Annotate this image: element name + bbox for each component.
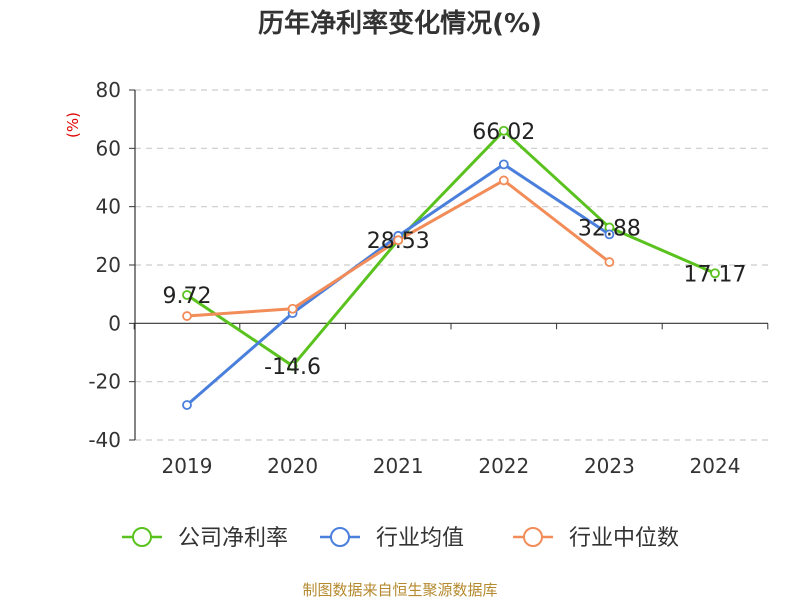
data-label: 17.17 [684, 262, 747, 287]
data-point [604, 257, 615, 267]
data-point [182, 290, 192, 300]
source-note: 制图数据来自恒生聚源数据库 [302, 581, 497, 599]
legend: 公司净利率 行业均值 行业中位数 [122, 526, 679, 551]
series-line-0 [185, 129, 717, 368]
data-point [393, 235, 404, 246]
data-point [287, 303, 298, 314]
data-label: 9.72 [163, 284, 212, 309]
grid-lines [135, 89, 768, 441]
data-point [710, 268, 720, 279]
data-point [287, 361, 298, 371]
data-point [182, 311, 192, 321]
x-tick-label: 2019 [162, 454, 213, 478]
y-axis-unit: (%) [64, 112, 82, 138]
y-tick-label: 0 [108, 311, 121, 335]
y-tick-label: 40 [96, 195, 121, 219]
legend-marker-1 [330, 527, 350, 547]
series-points [182, 125, 720, 410]
x-tick-label: 2023 [584, 454, 635, 478]
x-tick-label: 2020 [267, 454, 318, 478]
data-point [498, 125, 509, 136]
chart-title: 历年净利率变化情况(%) [258, 8, 542, 39]
legend-label-2: 行业中位数 [569, 526, 679, 551]
x-tick-label: 2022 [478, 454, 529, 478]
legend-marker-2 [523, 527, 543, 547]
series-line-1 [185, 162, 611, 407]
axes [129, 89, 769, 441]
data-labels: 9.72 -14.6 28.53 66.02 32.88 17.17 [163, 120, 747, 380]
y-tick-label: 80 [96, 78, 121, 102]
data-point [604, 229, 615, 240]
y-tick-label: -20 [88, 370, 121, 394]
data-label: 28.53 [367, 229, 430, 254]
y-tick-label: 60 [96, 136, 121, 160]
data-label: 66.02 [472, 120, 535, 145]
data-label: -14.6 [264, 355, 321, 380]
y-tick-label: -40 [88, 428, 121, 452]
data-point [498, 175, 509, 186]
data-label: 32.88 [578, 216, 641, 241]
data-point [182, 400, 192, 410]
legend-label-0: 公司净利率 [178, 526, 288, 551]
y-tick-label: 20 [96, 253, 121, 277]
legend-label-1: 行业均值 [376, 526, 464, 551]
data-point [498, 159, 509, 170]
legend-marker-0 [132, 527, 152, 547]
x-tick-label: 2021 [373, 454, 424, 478]
x-tick-label: 2024 [690, 454, 741, 478]
tick-labels: 80 60 40 20 0 -20 -40 2019 2020 2021 2022 2023 2024 [88, 78, 740, 478]
